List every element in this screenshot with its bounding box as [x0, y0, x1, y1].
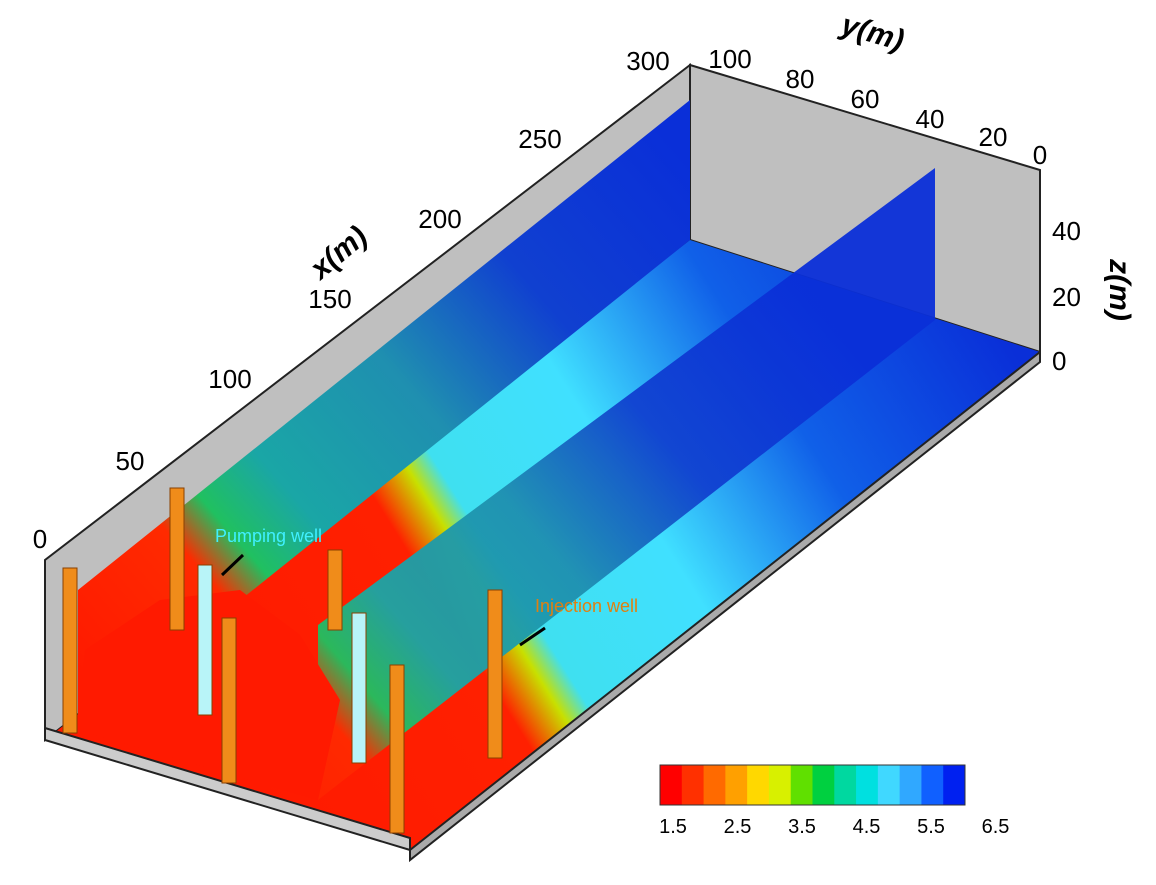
colorbar-swatch [899, 765, 922, 805]
slice-back [78, 100, 690, 730]
annotation: Injection well [535, 596, 638, 616]
annotation: Pumping well [215, 526, 322, 546]
colorbar-swatch [877, 765, 901, 805]
colorbar-swatch [943, 765, 966, 805]
colorbar-label: 2.5 [724, 816, 752, 838]
colorbar-swatch [834, 765, 857, 805]
colorbar-label: 1.5 [659, 816, 687, 838]
x-tick-label: 50 [116, 446, 145, 476]
x-tick-label: 300 [626, 46, 669, 76]
z-tick-label: 40 [1052, 216, 1081, 246]
pointer [220, 553, 245, 577]
colorbar-label: 5.5 [917, 816, 945, 838]
x-axis-label: x(m) [302, 220, 373, 287]
y-tick-label: 100 [708, 44, 751, 74]
colorbar-frame [659, 764, 966, 806]
colorbar: 1.5 2.5 3.5 4.5 5.5 6.5 [659, 764, 1010, 838]
z-axis-label: z(m) [1103, 258, 1136, 321]
y-tick-label: 20 [979, 122, 1008, 152]
z-tick-label: 0 [1052, 346, 1066, 376]
slice-middle [318, 168, 935, 800]
colorbar-swatch [703, 765, 726, 805]
x-tick-label: 250 [518, 124, 561, 154]
x-tick-label: 0 [33, 524, 47, 554]
z-tick-label: 20 [1052, 282, 1081, 312]
y-axis-label: y(m) [836, 8, 908, 58]
colorbar-swatch [747, 765, 770, 805]
wells [62, 487, 503, 834]
pointer [519, 626, 546, 647]
y-tick-label: 60 [851, 84, 880, 114]
colorbar-swatch [856, 765, 879, 805]
y-tick-label: 40 [916, 104, 945, 134]
colorbar-label: 6.5 [982, 816, 1010, 838]
x-tick-label: 200 [418, 204, 461, 234]
colorbar-swatch [725, 765, 748, 805]
colorbar-swatch [921, 765, 944, 805]
colorbar-swatch [812, 765, 835, 805]
colorbar-label: 4.5 [853, 816, 881, 838]
colorbar-swatch [660, 765, 683, 805]
colorbar-swatch [768, 765, 792, 805]
colorbar-swatch [790, 765, 813, 805]
x-tick-label: 150 [308, 284, 351, 314]
y-tick-label: 80 [786, 64, 815, 94]
x-tick-label: 100 [208, 364, 251, 394]
colorbar-swatch [681, 765, 705, 805]
y-tick-label: 0 [1033, 140, 1047, 170]
colorbar-label: 3.5 [788, 816, 816, 838]
